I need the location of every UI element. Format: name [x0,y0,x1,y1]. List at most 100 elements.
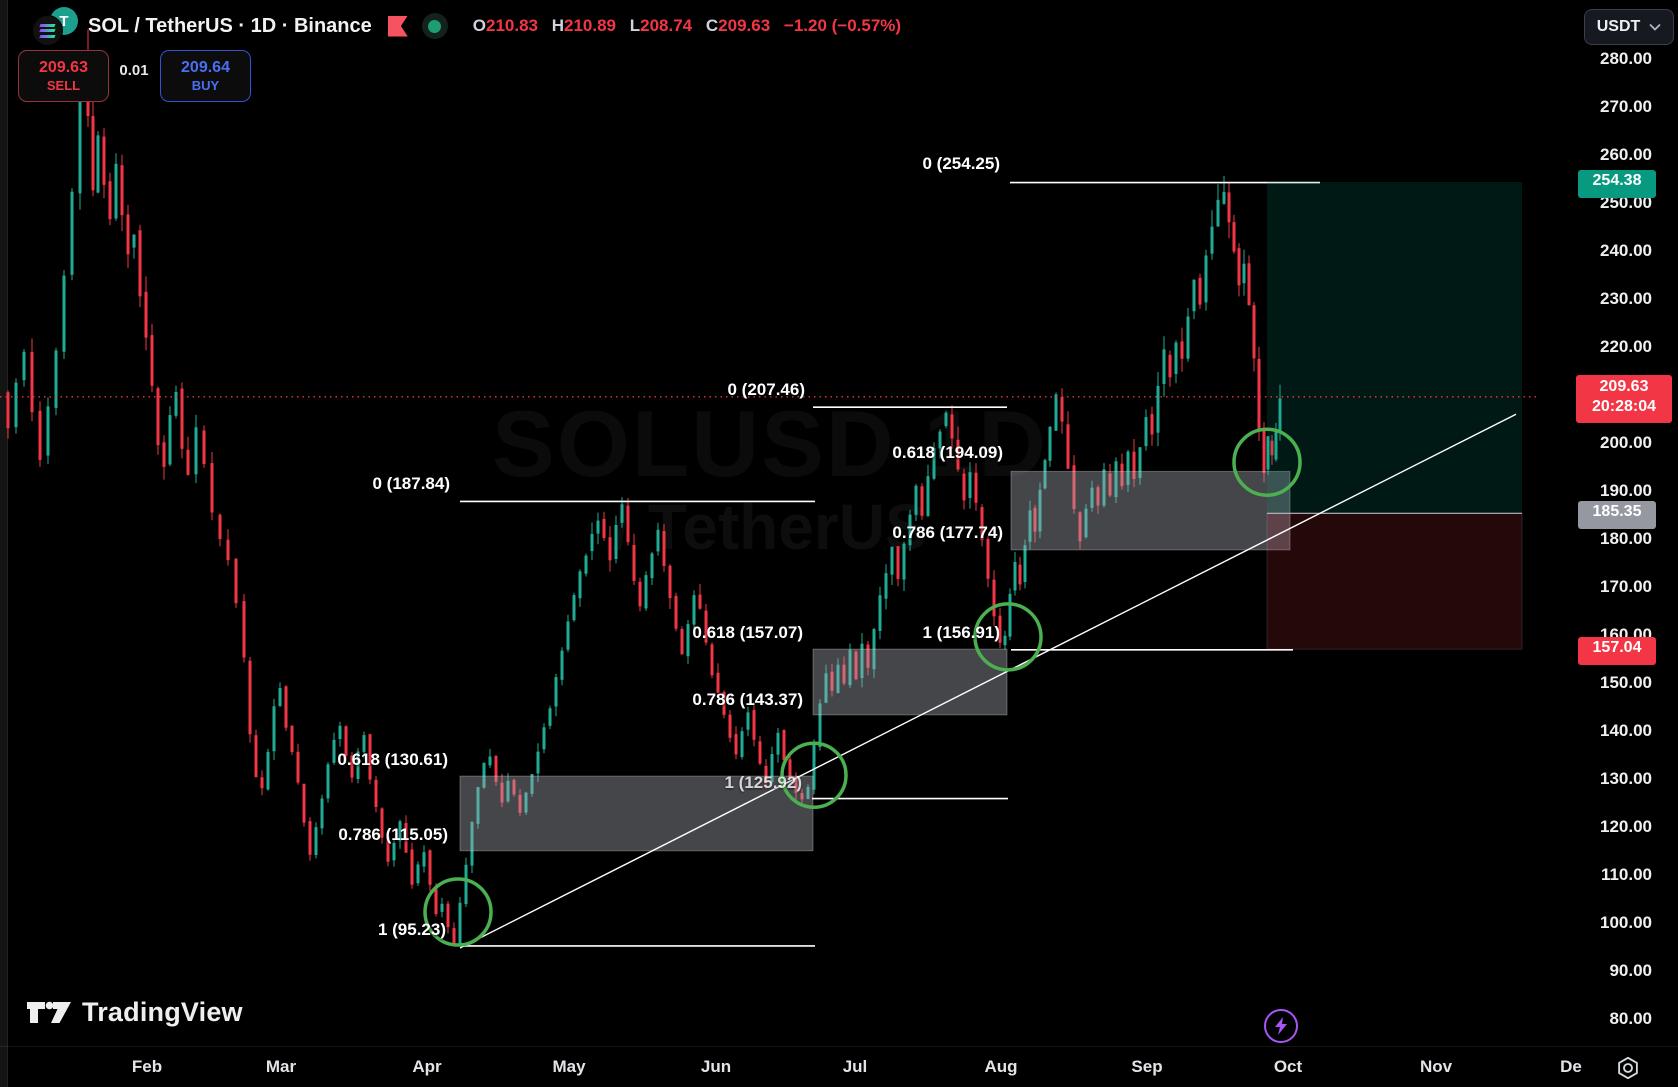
candle-body [890,546,894,575]
candle-body [836,664,840,693]
candle-body [728,714,732,738]
month-label-mar: Mar [265,1057,297,1076]
candle-body [788,759,792,778]
fib-label: 0.786 (143.37) [692,690,803,709]
candle-body [1274,431,1278,460]
fib-label: 0 (187.84) [372,474,451,493]
tradingview-logo[interactable]: TradingView [26,995,243,1029]
candle-body [1210,226,1214,254]
candle-body [1033,507,1037,532]
fib-label: 0 (254.25) [922,154,1001,173]
candle-body [1023,545,1027,582]
candle-body [926,476,930,516]
candle-body [998,615,1002,643]
candle-body [1132,451,1136,480]
candle-body [776,732,780,755]
candle-body [1242,263,1246,284]
change-value: −1.20 (−0.57%) [783,16,902,35]
candle-body [692,595,696,625]
month-label-feb: Feb [131,1057,163,1076]
candle-body [272,706,276,752]
sell-button[interactable]: 209.63 SELL [18,50,109,102]
settings-gear-icon[interactable] [1615,1055,1641,1086]
candle-body [824,673,828,703]
currency-selector[interactable]: USDT [1584,9,1674,45]
candle-body [1247,263,1251,306]
candle-body [326,764,330,799]
candle-body [126,214,130,255]
candle-body [1222,191,1226,204]
candle-body [470,821,474,866]
fib-label: 0.618 (130.61) [337,750,448,769]
candle-body [578,571,582,599]
highlight-circle [780,741,848,809]
candle-body [144,291,148,338]
high-value: 210.89 [564,16,617,35]
market-status-icon[interactable] [421,13,448,39]
month-label-de: De [1560,1057,1582,1076]
candle-body [800,793,804,800]
symbol-title[interactable]: SOL / TetherUS · 1D · Binance [88,14,372,37]
candle-body [150,335,154,386]
candle-body [752,710,756,740]
entry-price-tag: 185.35 [1578,501,1656,530]
flag-icon[interactable] [387,15,408,37]
candle-body [716,672,720,693]
candle-body [830,671,834,691]
candle-body [6,392,10,429]
candle-body [86,91,90,116]
candle-body [872,629,876,670]
price-tick: 130.00 [1600,769,1652,788]
candle-body [1252,305,1256,359]
candle-body [114,163,118,219]
month-label-aug: Aug [984,1057,1018,1076]
candle-body [986,538,990,579]
candle-body [1108,473,1112,496]
buy-button[interactable]: 209.64 BUY [160,50,251,102]
candle-body [698,594,702,609]
candle-body [296,751,300,783]
month-label-jun: Jun [700,1057,732,1076]
fib-zone [459,775,814,852]
candle-body [350,755,354,778]
instant-order-lightning-icon[interactable] [1264,1009,1298,1043]
candle-body [194,427,198,475]
target-price-tag: 254.38 [1578,169,1656,198]
candle-body [392,842,396,861]
candle-body [512,779,516,795]
candle-body [1216,199,1220,227]
candle-body [902,543,906,580]
candle-body [974,472,978,503]
tradingview-logo-text: TradingView [82,996,243,1027]
fib-label: 0.618 (194.09) [892,443,1003,462]
candle-body [746,712,750,730]
candle-body [530,774,534,794]
candle-body [308,821,312,855]
candle-body [842,664,846,684]
fib-label: 0.618 (157.07) [692,623,803,642]
candle-body [180,388,184,449]
candle-body [560,650,564,680]
candle-body [1237,248,1241,286]
candle-body [476,787,480,824]
candle-body [860,643,864,678]
candle-body [14,382,18,428]
candle-body [168,415,172,465]
candle-body [1060,397,1064,422]
candle-body [542,727,546,750]
price-tick: 140.00 [1600,721,1652,740]
candle-body [138,230,142,297]
candle-body [644,575,648,609]
candle-body [668,565,672,598]
candle-body [440,903,444,912]
candle-body [596,520,600,534]
fib-label: 0 (207.46) [727,380,806,399]
price-tick: 240.00 [1600,241,1652,260]
symbol-logo: T [26,6,84,46]
candle-body [536,751,540,774]
candle-body [156,388,160,446]
candle-body [102,136,106,185]
candle-body [428,850,432,885]
